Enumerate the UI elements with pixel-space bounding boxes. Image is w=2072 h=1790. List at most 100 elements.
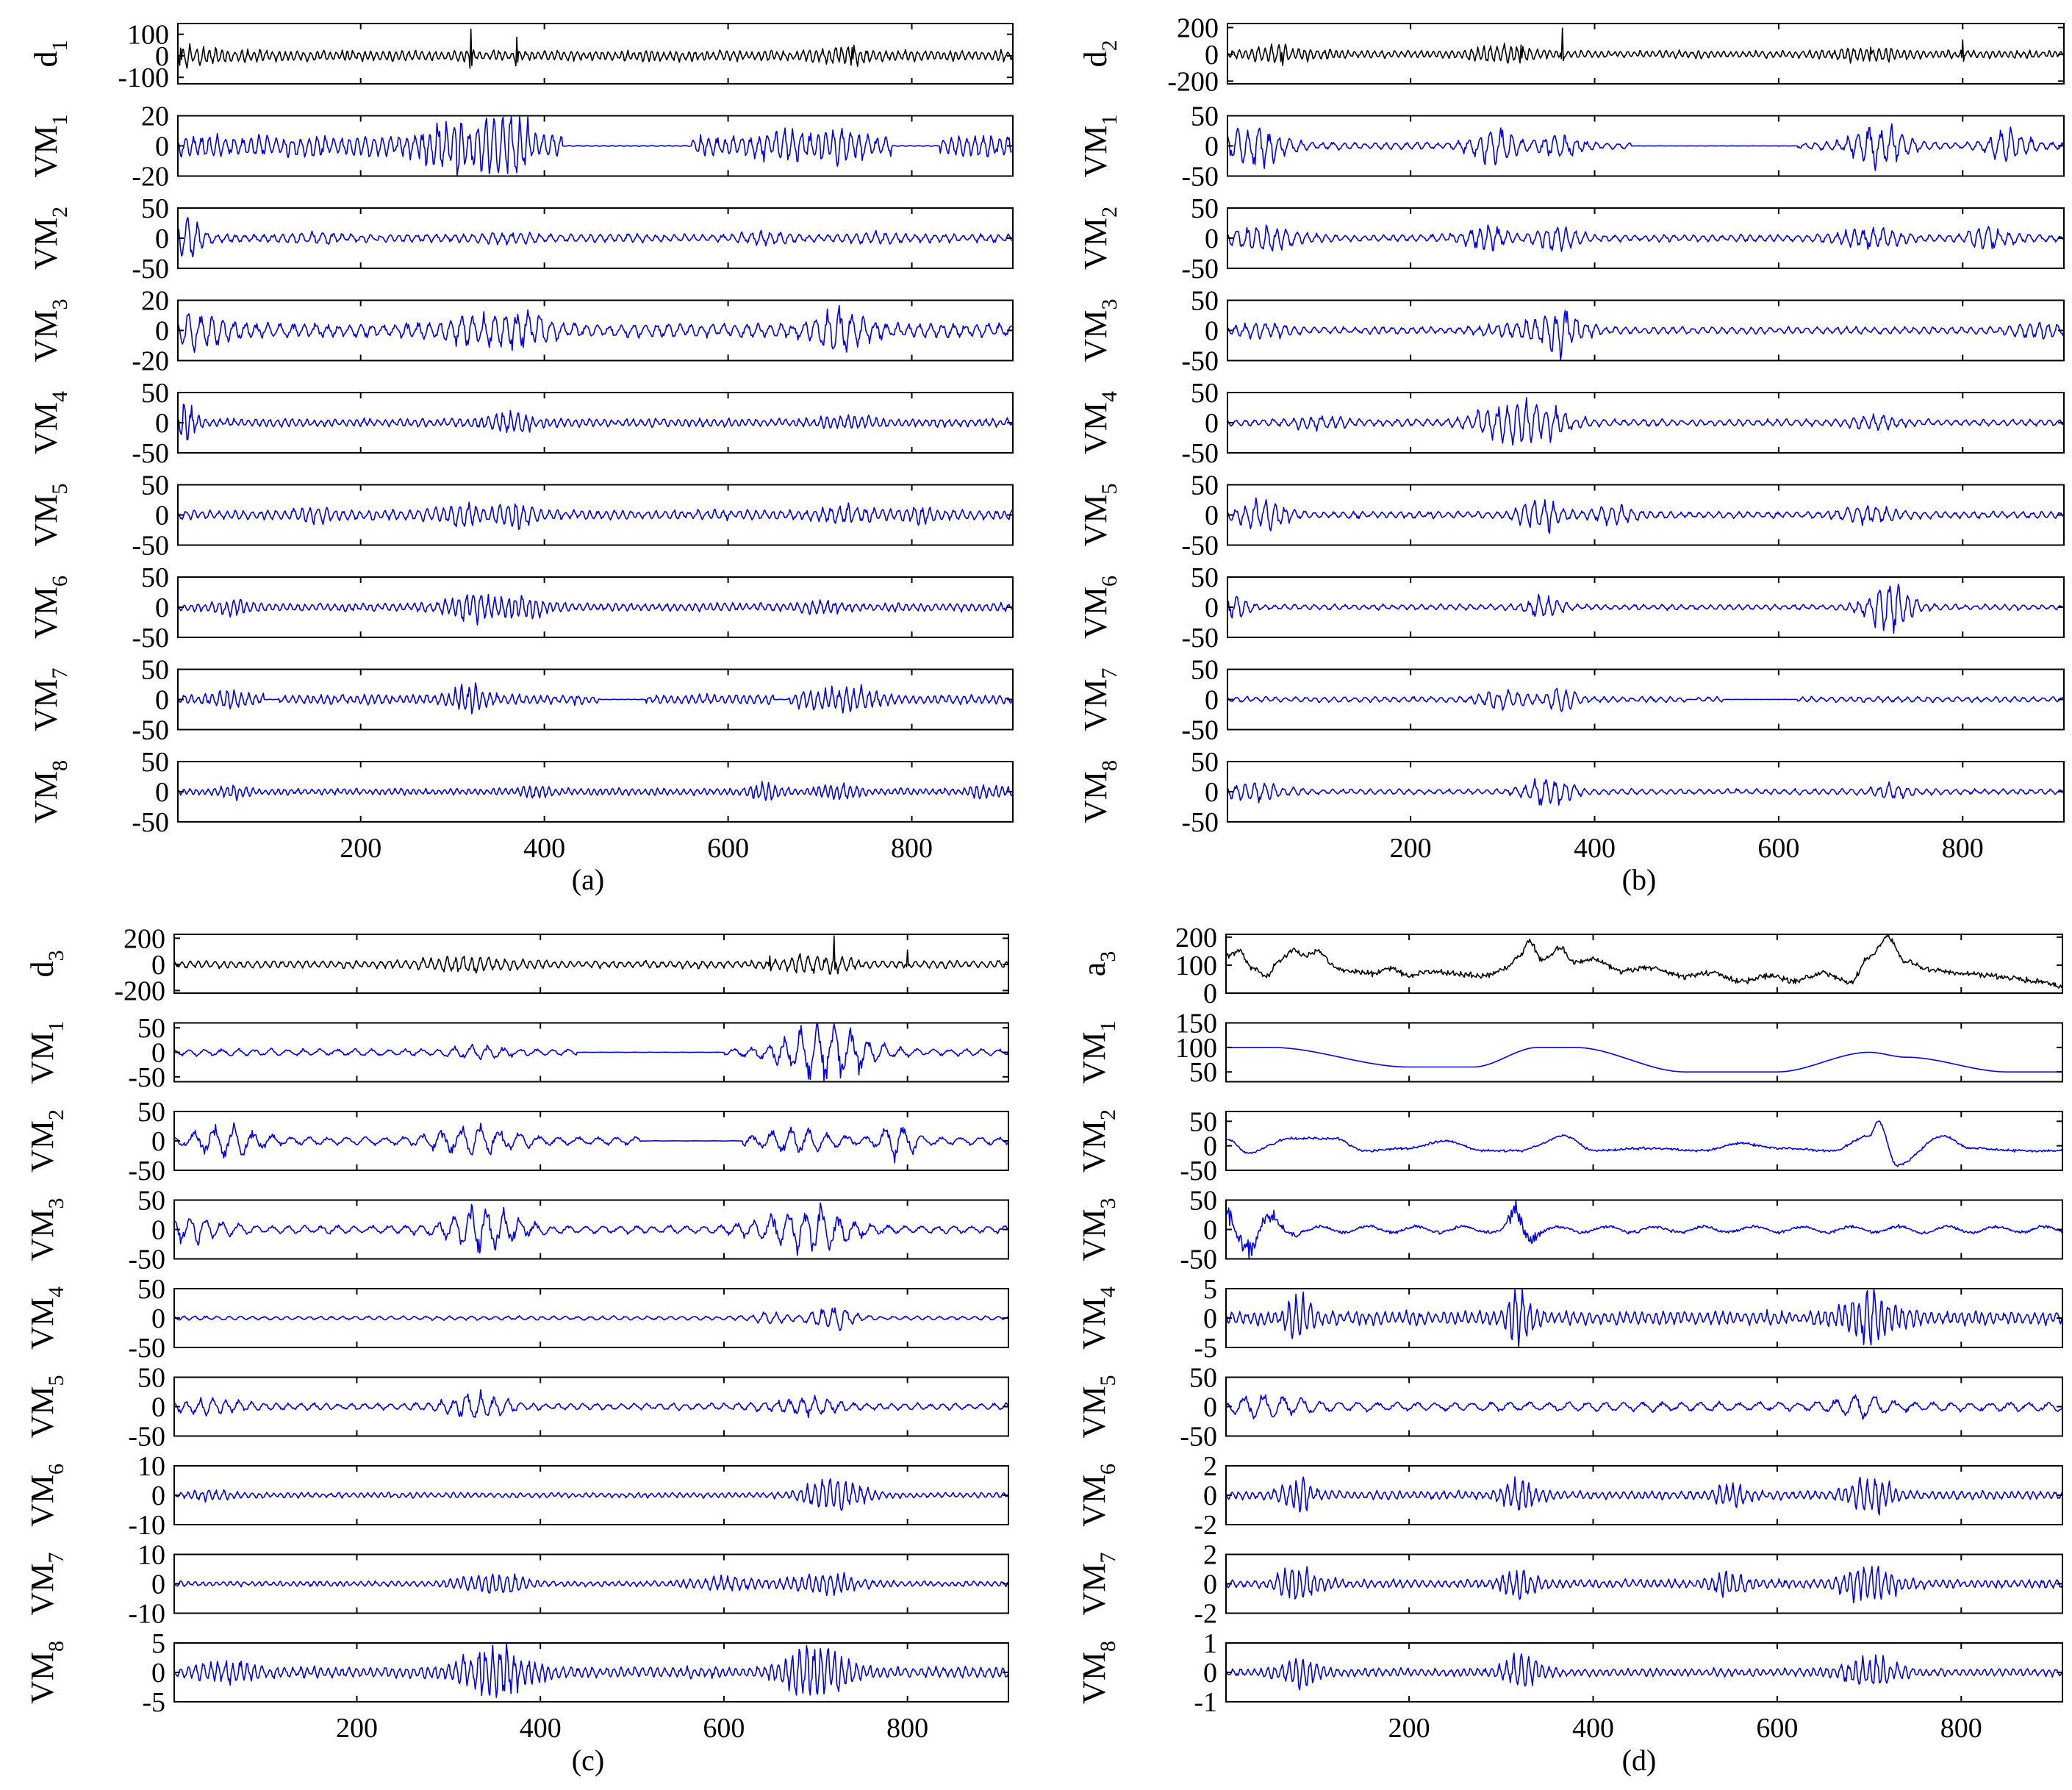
series-line xyxy=(1227,123,2065,171)
y-tick-label: 0 xyxy=(1205,223,1219,254)
y-tick-label: 0 xyxy=(1203,978,1217,1009)
y-axis-label: VM2 xyxy=(1078,207,1122,270)
y-tick-label: 1 xyxy=(1203,1628,1217,1659)
y-axis-label: VM3 xyxy=(28,299,72,362)
x-tick-label: 200 xyxy=(1390,833,1432,864)
y-axis-label: VM2 xyxy=(24,1109,68,1173)
y-axis-label: VM4 xyxy=(24,1286,68,1350)
x-tick-label: 200 xyxy=(340,833,381,864)
y-tick-label: 10 xyxy=(137,1451,165,1482)
y-tick-label: 50 xyxy=(141,470,169,501)
x-tick-label: 400 xyxy=(1574,833,1616,864)
y-tick-label: 50 xyxy=(137,1363,165,1394)
series-line xyxy=(1227,27,2065,66)
y-tick-label: -50 xyxy=(128,1156,165,1186)
y-tick-label: 2 xyxy=(1203,1451,1217,1482)
subplot-b-8: 500-50 VM7 xyxy=(1078,655,2065,746)
y-axis-label: VM8 xyxy=(28,760,72,823)
y-axis-label: VM5 xyxy=(24,1375,68,1439)
y-tick-label: 0 xyxy=(151,1392,165,1423)
y-tick-label: 50 xyxy=(137,1013,165,1044)
series-line xyxy=(177,304,1014,353)
series-line xyxy=(1227,687,2065,712)
y-tick-label: 150 xyxy=(1175,1009,1217,1039)
y-tick-label: 0 xyxy=(1203,1569,1217,1600)
y-axis-label: VM2 xyxy=(28,207,72,270)
subplot-a-5: 500-50 VM4 xyxy=(28,378,1014,469)
subplot-a-8: 500-50 VM7 xyxy=(28,655,1014,746)
y-axis-label: VM8 xyxy=(24,1641,68,1704)
panel-c: 2000-200d3500-50VM1500-50VM2500-50VM3500… xyxy=(24,923,1009,1777)
y-tick-label: 0 xyxy=(155,593,169,623)
subplot-d-6: 500-50 VM5 xyxy=(1076,1363,2063,1453)
series-line xyxy=(1227,309,2065,361)
y-tick-label: 0 xyxy=(1203,1392,1217,1423)
y-axis-label: VM1 xyxy=(28,115,72,178)
y-tick-label: 0 xyxy=(155,132,169,162)
y-tick-label: 50 xyxy=(1191,562,1219,593)
y-tick-label: -50 xyxy=(1181,346,1219,377)
subplot-d-7: 20-2 VM6 xyxy=(1076,1451,2063,1541)
y-tick-label: 50 xyxy=(1191,655,1219,686)
y-tick-label: 0 xyxy=(151,1303,165,1334)
y-axis-label: VM6 xyxy=(1076,1464,1120,1527)
series-line xyxy=(1225,1476,2063,1516)
series-line xyxy=(1227,778,2065,806)
y-tick-label: 100 xyxy=(1175,951,1217,981)
y-tick-label: 0 xyxy=(151,1126,165,1157)
y-tick-label: -50 xyxy=(128,1245,165,1275)
x-tick-label: 800 xyxy=(891,833,933,864)
y-tick-label: -50 xyxy=(132,715,169,746)
axes-frame xyxy=(173,1111,1009,1171)
subplot-a-4: 200-20 VM3 xyxy=(28,286,1014,377)
subplot-a-9: 500-50 VM8 xyxy=(28,747,1014,838)
y-tick-label: -50 xyxy=(1180,1245,1217,1275)
subplot-c-7: 100-10 VM6 xyxy=(24,1451,1009,1541)
y-axis-label: d2 xyxy=(1078,40,1122,68)
y-tick-label: 0 xyxy=(151,1481,165,1511)
series-line xyxy=(177,501,1014,531)
axes-frame xyxy=(1225,1111,2063,1171)
y-tick-label: 0 xyxy=(1205,501,1219,531)
y-tick-label: 0 xyxy=(1203,1131,1217,1162)
y-axis-label: VM7 xyxy=(1076,1553,1120,1616)
series-line xyxy=(1225,1653,2063,1691)
y-tick-label: -50 xyxy=(1181,254,1219,284)
y-tick-label: -20 xyxy=(132,162,169,193)
subplot-a-7: 500-50 VM6 xyxy=(28,562,1014,654)
subplot-c-6: 500-50 VM5 xyxy=(24,1363,1009,1453)
panel-b: 2000-200d2500-50VM1500-50VM2500-50VM3500… xyxy=(1078,12,2065,896)
y-tick-label: 0 xyxy=(151,1038,165,1069)
subplot-d-8: 20-2 VM7 xyxy=(1076,1540,2063,1630)
y-tick-label: 50 xyxy=(137,1186,165,1217)
series-line xyxy=(177,28,1014,69)
panel-caption: (c) xyxy=(572,1744,604,1777)
series-line xyxy=(1226,1047,2062,1073)
y-tick-label: -50 xyxy=(1180,1156,1217,1186)
series-line xyxy=(173,1202,1009,1256)
y-tick-label: -50 xyxy=(1181,162,1219,193)
x-tick-label: 400 xyxy=(520,1713,562,1744)
y-tick-label: 50 xyxy=(141,562,169,593)
y-tick-label: 50 xyxy=(137,1274,165,1305)
y-tick-label: -2 xyxy=(1194,1510,1217,1541)
y-axis-label: VM4 xyxy=(28,391,72,454)
y-tick-label: -10 xyxy=(128,1599,165,1630)
y-tick-label: 0 xyxy=(1205,593,1219,623)
y-tick-label: 20 xyxy=(141,101,169,132)
subplot-c-4: 500-50 VM3 xyxy=(24,1186,1009,1275)
series-line xyxy=(1225,1120,2063,1167)
series-line xyxy=(177,682,1014,715)
y-axis-label: VM4 xyxy=(1076,1286,1120,1350)
y-axis-label: VM4 xyxy=(1078,391,1122,454)
y-axis-label: VM3 xyxy=(1076,1198,1120,1261)
subplot-a-2: 200-20 VM1 xyxy=(28,101,1014,193)
y-tick-label: 50 xyxy=(141,655,169,686)
y-tick-label: 50 xyxy=(1191,286,1219,317)
y-tick-label: -50 xyxy=(132,623,169,654)
subplot-a-3: 500-50 VM2 xyxy=(28,193,1014,284)
panel-caption: (d) xyxy=(1622,1744,1657,1777)
